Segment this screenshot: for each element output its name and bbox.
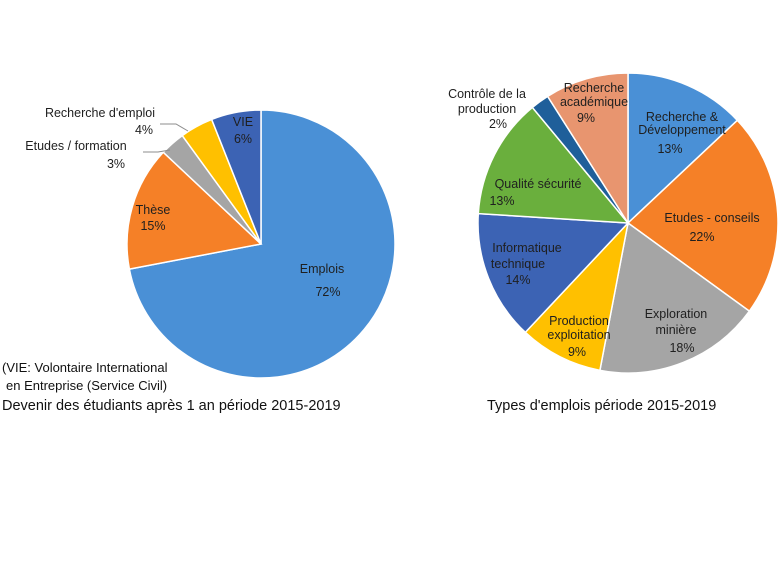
slice-value-emplois: 72% xyxy=(315,285,340,299)
leader-line-recherche-demploi xyxy=(160,123,189,132)
slice-value-recherche-d-emploi: 4% xyxy=(135,123,153,137)
slice-label-controle-de-la-production-line-2: production xyxy=(458,102,516,116)
slice-label-production-exploitation-line-1: Production xyxy=(549,314,609,328)
pie-slice-informatique-technique xyxy=(477,212,630,334)
slice-label-recherche-academique-line-1: Recherche xyxy=(564,81,624,95)
pie-chart-types-emplois xyxy=(477,72,779,374)
pie-slice-exploration-miniere xyxy=(599,221,751,374)
note-line-1: (VIE: Volontaire International xyxy=(2,360,168,375)
slice-value-informatique-technique: 14% xyxy=(505,273,530,287)
pie-slice-recherche-developpement xyxy=(627,72,739,225)
slice-label-etudes-formation: Etudes / formation xyxy=(25,139,126,153)
slice-label-etudes-conseils-line-1: Etudes - conseils xyxy=(664,211,759,225)
slice-value-etudes-formation: 3% xyxy=(107,157,125,171)
pie-slice-vie xyxy=(210,109,262,245)
slice-label-informatique-technique-line-2: technique xyxy=(491,257,545,271)
slice-value-vie: 6% xyxy=(234,132,252,146)
slice-value-controle-de-la-production: 2% xyxy=(489,117,507,131)
note-line-2: en Entreprise (Service Civil) xyxy=(6,378,167,393)
pie-slice-qualite-securite xyxy=(477,106,630,224)
slice-value-qualite-securite: 13% xyxy=(489,194,514,208)
pie-chart-devenir-labels: Emplois 72% Thèse 15% Etudes / formation 3% Re… xyxy=(25,106,344,299)
pie-slice-recherche-academique xyxy=(546,72,629,226)
slice-label-these: Thèse xyxy=(136,203,171,217)
slice-value-these: 15% xyxy=(140,219,165,233)
slice-value-exploration-miniere: 18% xyxy=(669,341,694,355)
slice-value-production-exploitation: 9% xyxy=(568,345,586,359)
slice-value-etudes-conseils: 22% xyxy=(689,230,714,244)
pie-slice-emplois xyxy=(128,109,396,379)
slice-label-exploration-miniere-line-2: minière xyxy=(656,323,697,337)
slice-value-recherche-academique: 9% xyxy=(577,111,595,125)
slice-value-recherche-developpement: 13% xyxy=(657,142,682,156)
pie-slice-etudes-conseils xyxy=(626,119,779,313)
slice-label-vie: VIE xyxy=(233,115,253,129)
pie-chart-devenir xyxy=(126,109,396,379)
slice-label-recherche-developpement-line-2: Développement xyxy=(638,123,726,137)
slice-label-recherche-academique-line-2: académique xyxy=(560,95,628,109)
leader-line-etudes-formation xyxy=(143,149,171,153)
slice-label-exploration-miniere-line-1: Exploration xyxy=(645,307,708,321)
pie-slice-production-exploitation xyxy=(524,220,630,372)
pie-slice-these xyxy=(126,151,263,270)
chart-title-devenir: Devenir des étudiants après 1 an période… xyxy=(2,398,341,414)
slice-label-controle-de-la-production-line-1: Contrôle de la xyxy=(448,87,526,101)
slice-label-emplois: Emplois xyxy=(300,262,344,276)
slice-label-production-exploitation-line-2: exploitation xyxy=(547,328,610,342)
slice-label-qualite-securite-line-1: Qualité sécurité xyxy=(495,177,582,191)
chart-title-types-emplois: Types d'emplois période 2015-2019 xyxy=(487,398,716,414)
slice-label-informatique-technique-line-1: Informatique xyxy=(492,241,562,255)
pie-chart-types-emplois-labels: Recherche &Développement 13% Etudes - cons… xyxy=(448,81,760,359)
slice-label-recherche-developpement-line-1: Recherche & xyxy=(646,110,719,124)
slice-label-recherche-d-emploi: Recherche d'emploi xyxy=(45,106,155,120)
